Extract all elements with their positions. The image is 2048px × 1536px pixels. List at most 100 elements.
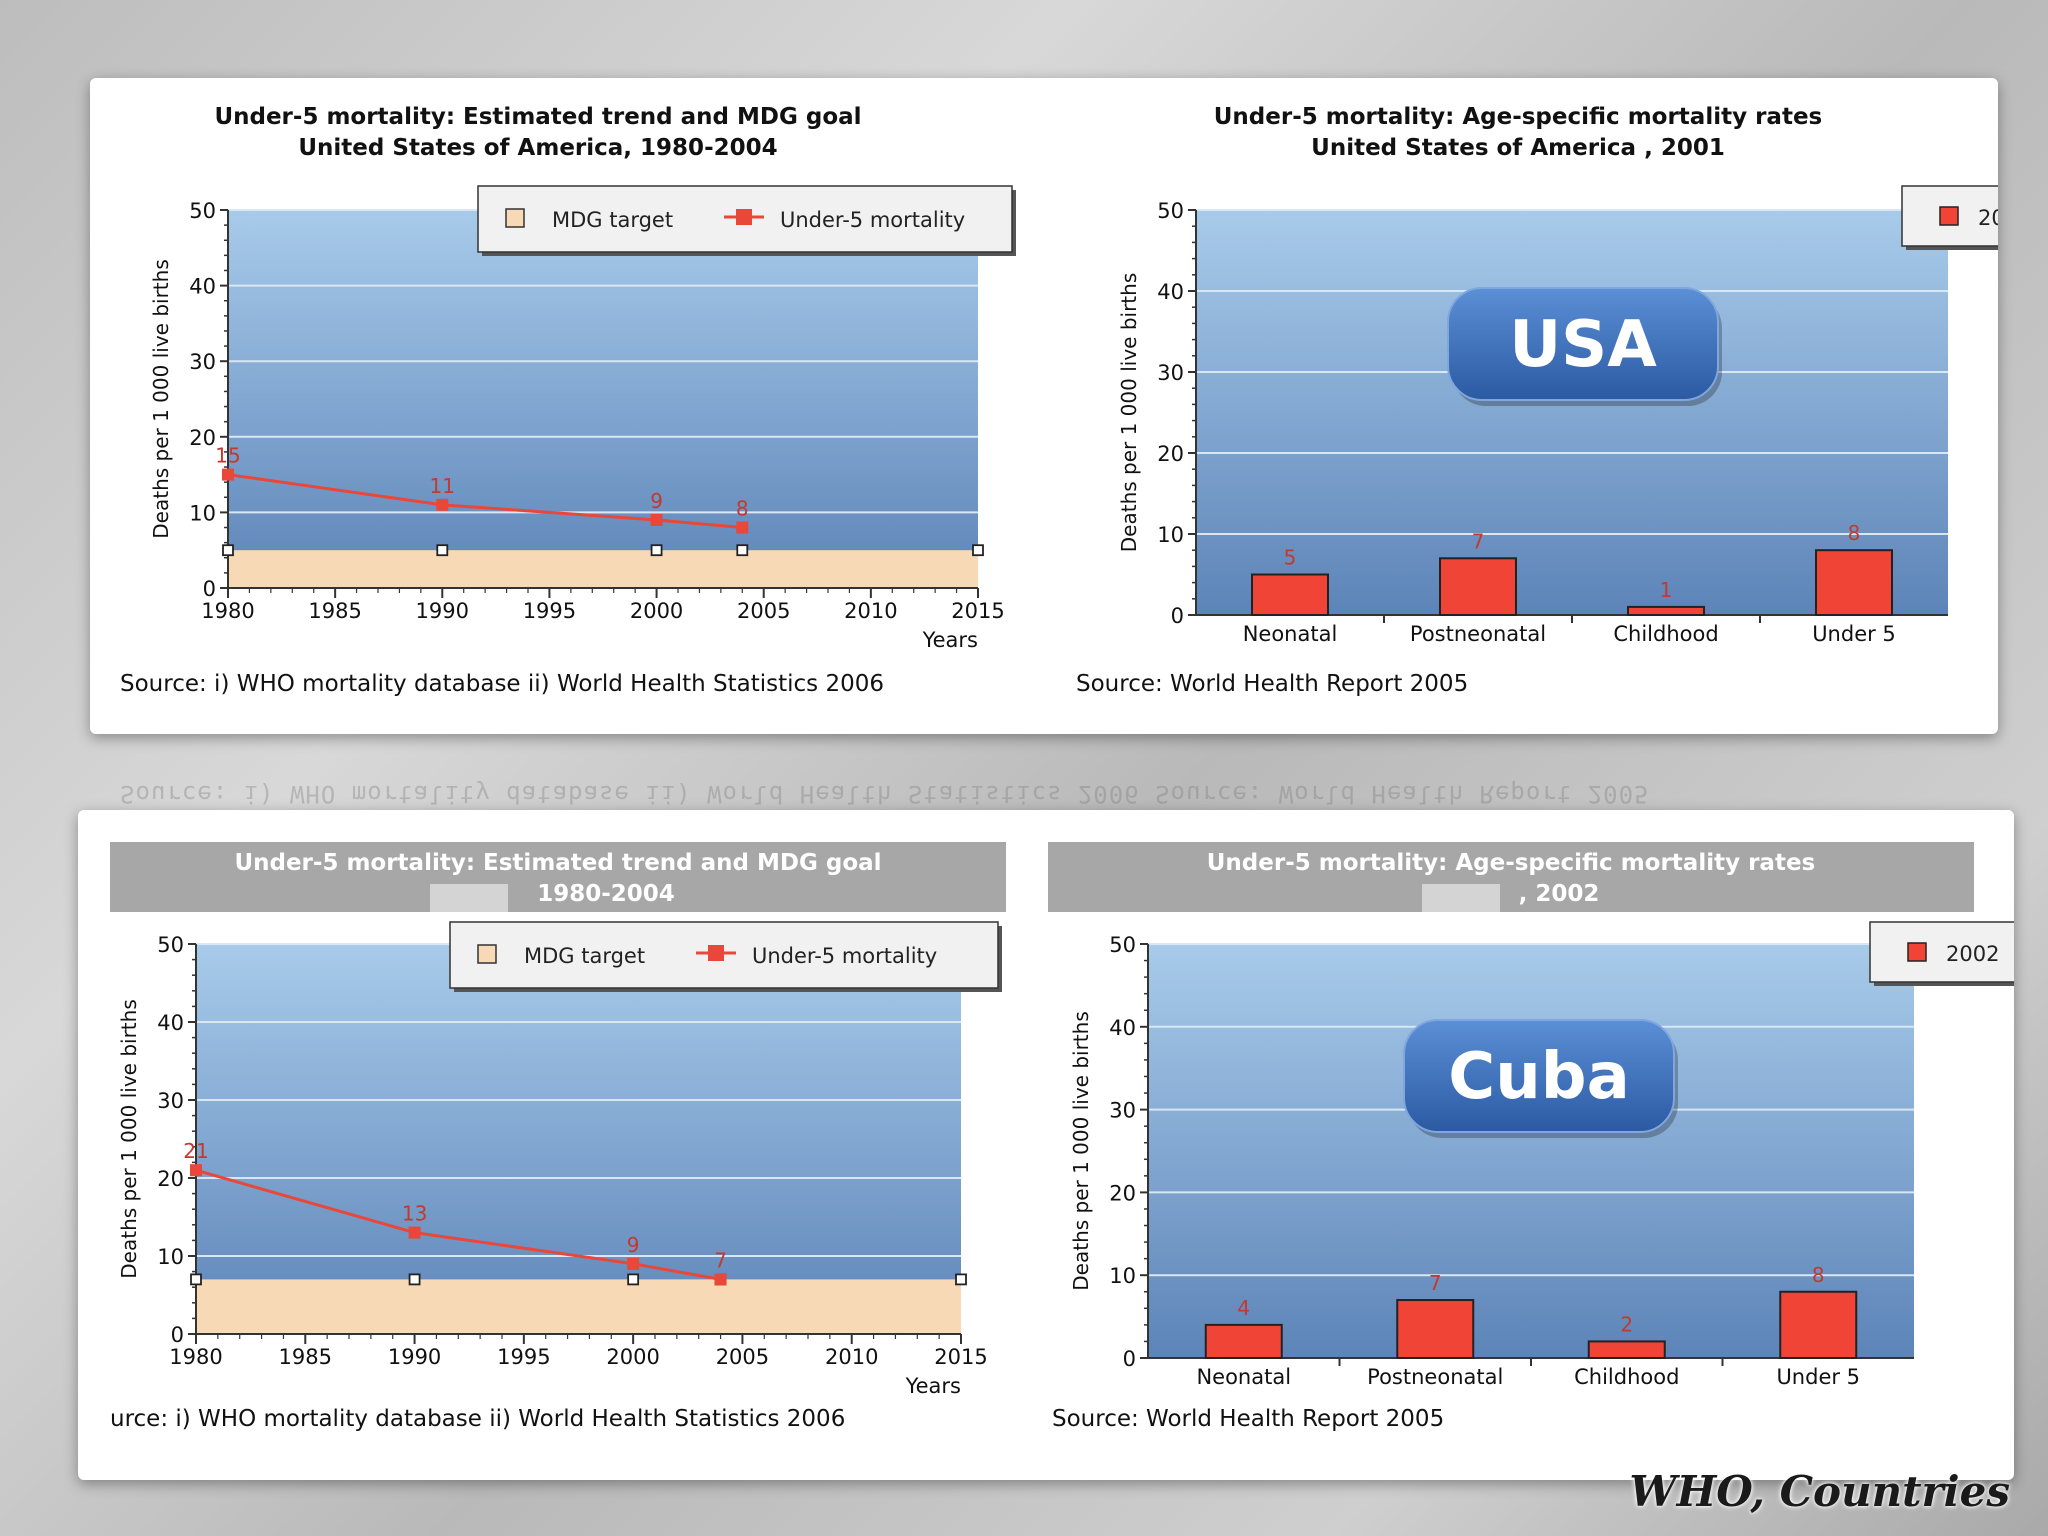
redaction-mask xyxy=(430,884,508,912)
y-tick-label: 0 xyxy=(171,1323,184,1347)
bar xyxy=(1627,605,1705,617)
bar xyxy=(1815,549,1893,617)
data-label: 9 xyxy=(627,1233,640,1257)
legend-mdg-swatch xyxy=(505,208,525,228)
chart-header-band xyxy=(110,842,1006,912)
country-badge xyxy=(1447,287,1719,401)
x-tick-label: 1990 xyxy=(388,1345,441,1369)
x-tick-label: 1980 xyxy=(169,1345,222,1369)
chart-source: Source: World Health Report 2005 xyxy=(1052,1406,1444,1432)
country-badge xyxy=(1403,1019,1675,1133)
x-tick-label: 1995 xyxy=(523,599,576,623)
chart-source: urce: i) WHO mortality database ii) Worl… xyxy=(110,1406,845,1432)
chart-title: Under-5 mortality: Estimated trend and M… xyxy=(214,104,861,130)
x-tick-label: 1995 xyxy=(497,1345,550,1369)
y-tick-label: 10 xyxy=(1157,523,1184,547)
x-tick-label: 1990 xyxy=(416,599,469,623)
y-tick-label: 30 xyxy=(1157,361,1184,385)
mdg-target-point xyxy=(436,544,449,557)
bar xyxy=(1439,557,1517,616)
y-tick-label: 40 xyxy=(189,275,216,299)
legend-box xyxy=(1869,921,2014,983)
chart-subtitle: United States of America, 1980-2004 xyxy=(298,135,777,161)
bar xyxy=(1204,1323,1283,1360)
y-tick-label: 20 xyxy=(157,1167,184,1191)
chart-header-band xyxy=(1048,842,1974,912)
mdg-target-band xyxy=(228,550,978,588)
under5-mortality-point xyxy=(436,498,449,511)
x-tick-label: 1985 xyxy=(308,599,361,623)
y-axis-label: Deaths per 1 000 live births xyxy=(117,999,141,1278)
x-tick-label: 2000 xyxy=(606,1345,659,1369)
x-tick-label: 1985 xyxy=(279,1345,332,1369)
plot-area xyxy=(228,210,978,588)
cuba-trend-chart: Under-5 mortality: Estimated trend and M… xyxy=(110,842,1006,1432)
x-tick-label: 2015 xyxy=(951,599,1004,623)
legend-mdg-swatch xyxy=(477,944,497,964)
y-tick-label: 40 xyxy=(1157,280,1184,304)
data-label: 15 xyxy=(215,444,240,468)
x-tick-label: Neonatal xyxy=(1243,622,1338,646)
data-label: 7 xyxy=(1429,1271,1442,1295)
y-tick-label: 50 xyxy=(1157,199,1184,223)
y-tick-label: 0 xyxy=(1171,604,1184,628)
x-tick-label: 1980 xyxy=(201,599,254,623)
plot-area xyxy=(1196,210,1948,615)
chart-source: Source: World Health Report 2005 xyxy=(1076,671,1468,697)
chart-source: Source: i) WHO mortality database ii) Wo… xyxy=(120,671,884,697)
usa-trend-chart: Under-5 mortality: Estimated trend and M… xyxy=(120,104,1016,697)
y-tick-label: 20 xyxy=(1109,1181,1136,1205)
x-tick-label: 2010 xyxy=(825,1345,878,1369)
y-tick-label: 0 xyxy=(203,577,216,601)
y-tick-label: 40 xyxy=(1109,1016,1136,1040)
usa-age-chart: Under-5 mortality: Age-specific mortalit… xyxy=(1076,104,1998,697)
y-axis-label: Deaths per 1 000 live births xyxy=(1069,1011,1093,1290)
cuba-age-chart: Under-5 mortality: Age-specific mortalit… xyxy=(1048,842,2014,1432)
x-tick-label: Under 5 xyxy=(1812,622,1896,646)
mdg-target-point xyxy=(736,544,749,557)
mdg-target-point xyxy=(972,544,984,557)
x-axis-label: Years xyxy=(922,628,978,652)
data-label: 1 xyxy=(1660,578,1673,602)
x-tick-label: Under 5 xyxy=(1776,1365,1860,1389)
data-label: 11 xyxy=(430,474,455,498)
bar xyxy=(1587,1340,1666,1360)
country-badge-label: Cuba xyxy=(1448,1040,1630,1114)
x-tick-label: 2005 xyxy=(737,599,790,623)
chart-subtitle: 1980-2004 xyxy=(537,881,675,907)
mdg-target-point xyxy=(627,1273,640,1286)
under5-mortality-point xyxy=(736,521,749,534)
legend-under5-swatch xyxy=(736,209,752,225)
data-label: 2 xyxy=(1620,1312,1633,1336)
legend-under5-label: Under-5 mortality xyxy=(752,944,937,968)
legend-mdg-label: MDG target xyxy=(552,208,673,232)
y-tick-label: 0 xyxy=(1123,1347,1136,1371)
mdg-target-point xyxy=(955,1273,967,1286)
y-tick-label: 40 xyxy=(157,1011,184,1035)
legend-label: 2001 xyxy=(1978,206,1998,230)
chart-subtitle: , 2002 xyxy=(1519,881,1600,907)
legend-label: 2002 xyxy=(1946,942,1999,966)
legend-mdg-label: MDG target xyxy=(524,944,645,968)
y-tick-label: 20 xyxy=(1157,442,1184,466)
mdg-target-band xyxy=(196,1279,961,1334)
x-tick-label: 2010 xyxy=(844,599,897,623)
legend-under5-swatch xyxy=(708,945,724,961)
x-tick-label: Neonatal xyxy=(1196,1365,1291,1389)
chart-subtitle: United States of America , 2001 xyxy=(1311,135,1725,161)
mdg-target-point xyxy=(190,1273,202,1286)
under5-mortality-point xyxy=(650,513,663,526)
y-tick-label: 50 xyxy=(189,199,216,223)
credit-label: WHO, Countries xyxy=(1629,1467,2010,1516)
y-tick-label: 50 xyxy=(157,933,184,957)
y-tick-label: 50 xyxy=(1109,933,1136,957)
y-tick-label: 30 xyxy=(157,1089,184,1113)
data-label: 13 xyxy=(402,1202,427,1226)
x-tick-label: Childhood xyxy=(1574,1365,1679,1389)
redaction-mask xyxy=(1422,884,1500,912)
mdg-target-point xyxy=(222,544,234,557)
data-label: 8 xyxy=(1848,521,1861,545)
data-label: 9 xyxy=(650,489,663,513)
x-tick-label: 2000 xyxy=(630,599,683,623)
chart-title: Under-5 mortality: Age-specific mortalit… xyxy=(1214,104,1823,130)
